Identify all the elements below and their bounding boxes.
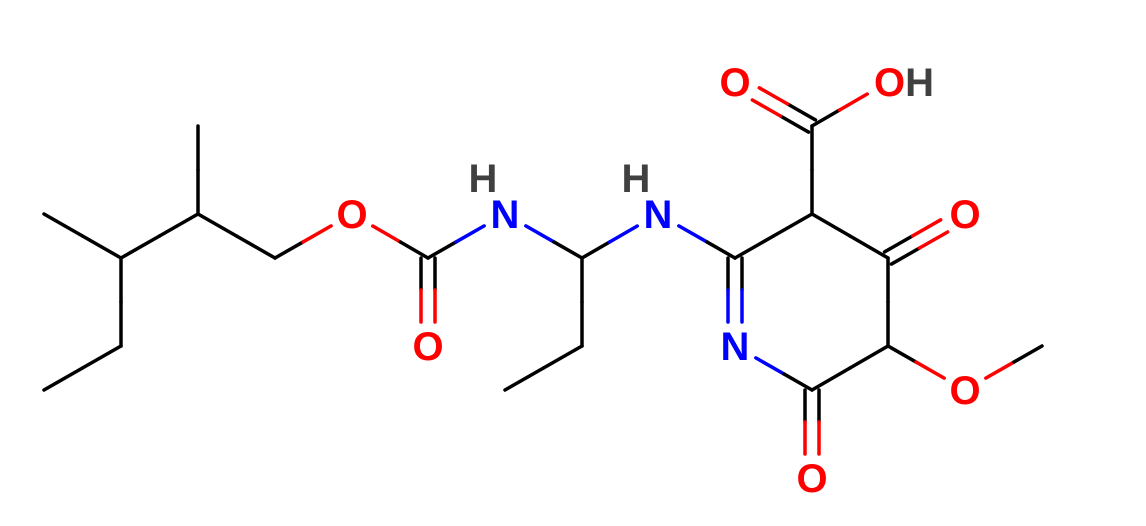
atom-o5: O: [796, 457, 827, 501]
atom-o1: O: [336, 193, 367, 237]
atom-o6: O: [949, 369, 980, 413]
bonds: [44, 88, 1042, 454]
atom-o7: O: [949, 193, 980, 237]
molecule-diagram: OONHNHNOOOOOH: [0, 0, 1146, 526]
atom-n1-h: H: [469, 157, 498, 201]
atom-n2-h: H: [622, 157, 651, 201]
atom-n3: N: [721, 325, 750, 369]
atom-o4: OH: [874, 61, 934, 105]
atom-labels: OONHNHNOOOOOH: [336, 61, 980, 501]
atom-o2: O: [412, 325, 443, 369]
atom-o3: O: [719, 61, 750, 105]
